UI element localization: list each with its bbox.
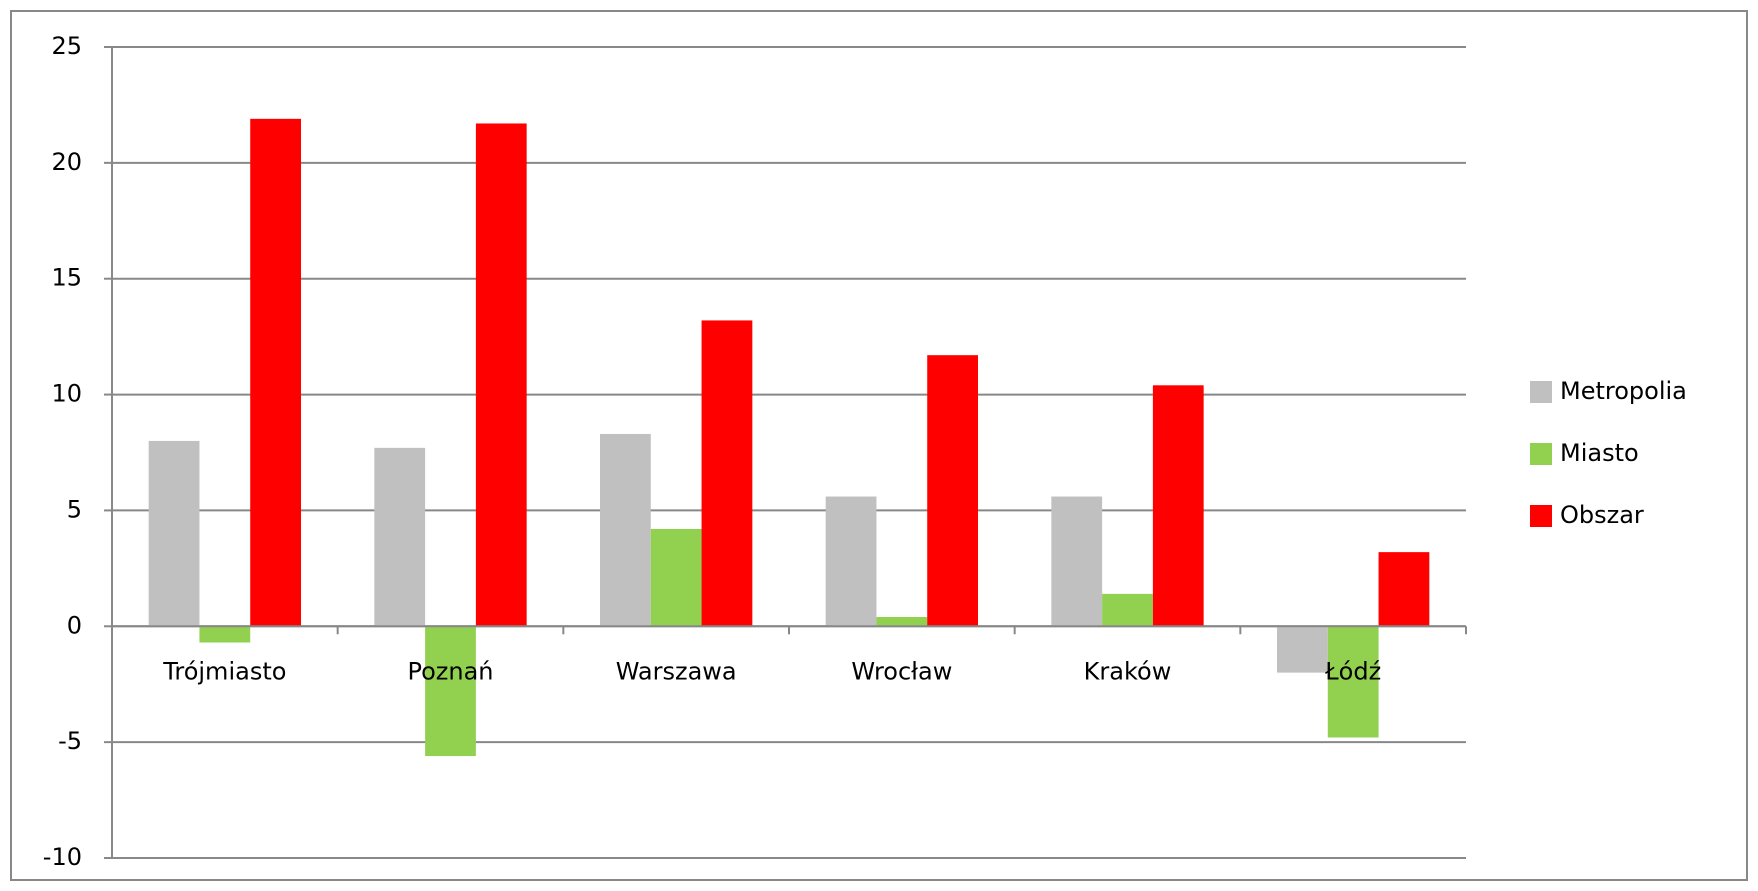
legend-label: Metropolia [1560,377,1687,405]
y-tick-label: 15 [51,264,82,292]
bar [425,626,476,757]
x-tick-label: Trójmiasto [162,657,286,685]
bar [374,447,426,627]
legend-swatch [1530,381,1552,403]
legend-swatch [1530,505,1552,527]
bar [876,617,928,627]
bar [1051,496,1103,627]
y-tick-label: 20 [51,148,82,176]
bar [1102,593,1153,627]
y-tick-label: 25 [51,32,82,60]
bar [927,355,978,627]
bar [650,528,702,627]
x-tick-label: Łódź [1324,657,1381,685]
bar [199,626,251,643]
bar [825,496,877,627]
x-tick-label: Warszawa [616,657,737,685]
bar [600,433,651,627]
bar [1152,385,1204,627]
bar [250,118,301,627]
bar [1327,626,1379,738]
y-tick-label: -5 [58,727,82,755]
legend-label: Miasto [1560,439,1639,467]
y-tick-label: -10 [43,843,82,871]
x-tick-label: Kraków [1084,657,1172,685]
bar [1378,552,1430,627]
bar [475,123,527,627]
legend-label: Obszar [1560,501,1644,529]
bar [1277,626,1328,673]
y-tick-label: 0 [67,611,82,639]
y-tick-label: 5 [67,495,82,523]
y-tick-label: 10 [51,380,82,408]
x-tick-label: Wrocław [851,657,952,685]
bar [701,320,753,627]
bar [148,440,200,627]
x-tick-label: Poznań [407,657,493,685]
legend-swatch [1530,443,1552,465]
